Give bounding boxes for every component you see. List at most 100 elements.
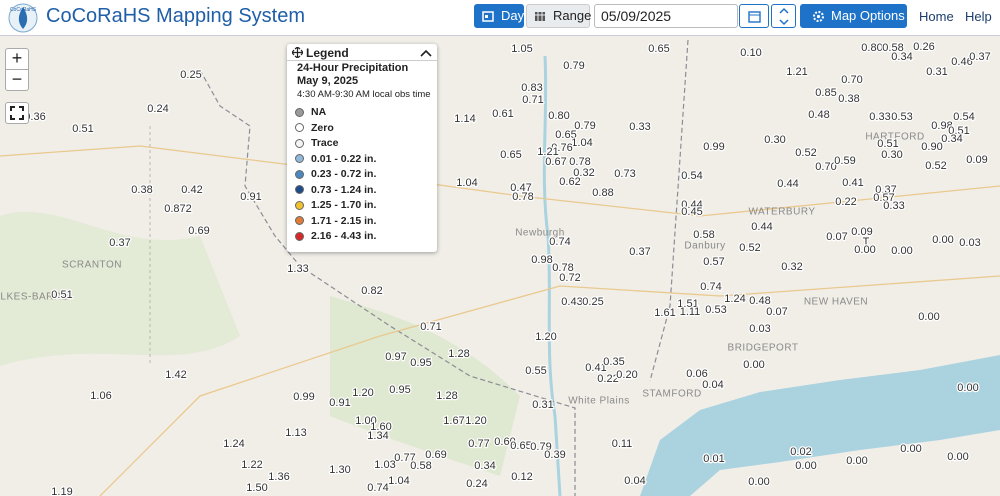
station-value: 0.58 [410,460,431,472]
station-value: 0.33 [883,200,904,212]
calendar-button[interactable] [739,4,769,28]
station-value: 0.95 [410,357,431,369]
station-value: 1.21 [786,66,807,78]
state-border [199,69,576,496]
station-value: 0.72 [559,272,580,284]
station-value: 0.872 [164,203,192,215]
legend-item: NA [295,106,326,121]
legend-item: 1.25 - 1.70 in. [295,199,376,214]
station-value: 0.00 [846,455,867,467]
station-value: 0.77 [468,438,489,450]
station-value: 0.47 [510,182,531,194]
station-value: 0.42 [181,184,202,196]
zoom-in-button[interactable]: + [5,48,29,70]
station-value: 1.42 [165,369,186,381]
station-value: 0.00 [957,382,978,394]
zoom-out-button[interactable]: − [5,69,29,91]
station-value: 1.04 [571,137,592,149]
legend-time: 4:30 AM-9:30 AM local obs time [297,89,431,100]
legend-label: 1.25 - 1.70 in. [311,199,377,211]
map-options-button[interactable]: Map Options [800,4,907,28]
station-value: 0.03 [959,237,980,249]
station-value: 0.78 [569,156,590,168]
step-buttons[interactable] [771,4,796,28]
station-value: 1.24 [724,293,745,305]
station-value: 0.61 [492,108,513,120]
station-value: 1.28 [436,390,457,402]
station-value: 1.36 [268,471,289,483]
header: CoCoRaHS CoCoRaHS Mapping System Day Ran… [0,0,1000,36]
station-value: 1.14 [454,113,475,125]
station-value: 0.90 [921,141,942,153]
station-value: 0.78 [552,262,573,274]
date-input[interactable]: 05/09/2025 [594,4,738,28]
collapse-button[interactable] [420,49,432,57]
station-value: 0.34 [891,51,912,63]
legend-label: 0.73 - 1.24 in. [311,183,377,196]
station-value: 1.20 [535,331,556,343]
place-label: White Plains [568,396,630,407]
station-value: 0.22 [835,196,856,208]
station-value: 1.19 [51,486,72,496]
station-value: 0.52 [925,160,946,172]
station-value: 1.51 [677,298,698,310]
station-value: 1.20 [465,415,486,427]
station-value: 0.44 [777,178,798,190]
range-button[interactable]: Range [526,4,592,28]
station-value: 0.53 [891,111,912,123]
station-value: 0.12 [511,471,532,483]
station-value: 0.54 [681,170,702,182]
station-value: 0.33 [629,121,650,133]
station-value: 1.13 [285,427,306,439]
fullscreen-button[interactable] [5,102,29,124]
legend-label: 0.23 - 0.72 in. [311,168,377,180]
station-value: 0.79 [563,60,584,72]
station-value: 1.04 [456,177,477,189]
legend-label: NA [311,106,327,118]
station-value: 0.98 [531,254,552,266]
day-button[interactable]: Day [474,4,524,28]
legend-heading: 24-Hour Precipitation [297,62,409,74]
station-value: 0.31 [926,66,947,78]
station-value: 1.21 [537,146,558,158]
station-value: 0.30 [881,149,902,161]
station-value: 0.45 [681,206,702,218]
legend-item: Zero [295,122,334,137]
station-value: 0.85 [815,87,836,99]
station-value: 0.04 [702,379,723,391]
legend-swatch [295,154,304,164]
station-value: 0.74 [700,281,721,293]
station-value: 0.07 [766,306,787,318]
station-value: 0.48 [808,109,829,121]
station-value: 0.52 [739,242,760,254]
station-value: 0.79 [574,120,595,132]
station-value: 0.74 [367,482,388,494]
range-label: Range [553,8,592,23]
legend-item: 0.73 - 1.24 in. [295,184,376,199]
station-value: 0.06 [686,368,707,380]
station-value: 0.70 [815,161,836,173]
station-value: 1.28 [448,348,469,360]
station-value: 0.99 [703,141,724,153]
station-value: 0.88 [592,187,613,199]
station-value: 0.65 [648,43,669,55]
station-value: 0.00 [900,443,921,455]
water [640,355,1000,496]
station-value: 0.69 [188,225,209,237]
home-link[interactable]: Home [919,9,954,24]
help-link[interactable]: Help [965,9,992,24]
station-value: 0.77 [394,452,415,464]
station-value: 0.00 [854,244,875,256]
station-value: 0.57 [703,256,724,268]
station-value: 0.70 [841,74,862,86]
station-value: 0.60 [494,436,515,448]
day-label: Day [501,8,525,23]
station-value: 0.41 [585,362,606,374]
station-value: 0.65 [500,149,521,161]
station-value: 0.53 [705,304,726,316]
station-value: 1.50 [246,482,267,494]
logo: CoCoRaHS [8,3,38,33]
station-value: 0.80 [548,110,569,122]
app-title: CoCoRaHS Mapping System [46,5,305,27]
